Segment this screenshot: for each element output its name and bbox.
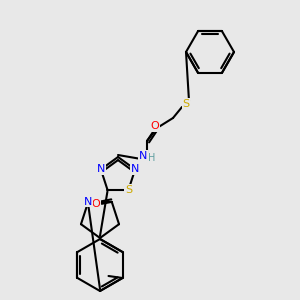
Text: O: O bbox=[151, 121, 159, 131]
Text: N: N bbox=[139, 151, 147, 161]
Text: S: S bbox=[182, 99, 190, 109]
Text: S: S bbox=[125, 184, 132, 195]
Text: N: N bbox=[131, 164, 139, 174]
Text: O: O bbox=[92, 199, 100, 209]
Text: N: N bbox=[84, 197, 92, 207]
Text: H: H bbox=[148, 153, 156, 163]
Text: N: N bbox=[97, 164, 105, 174]
